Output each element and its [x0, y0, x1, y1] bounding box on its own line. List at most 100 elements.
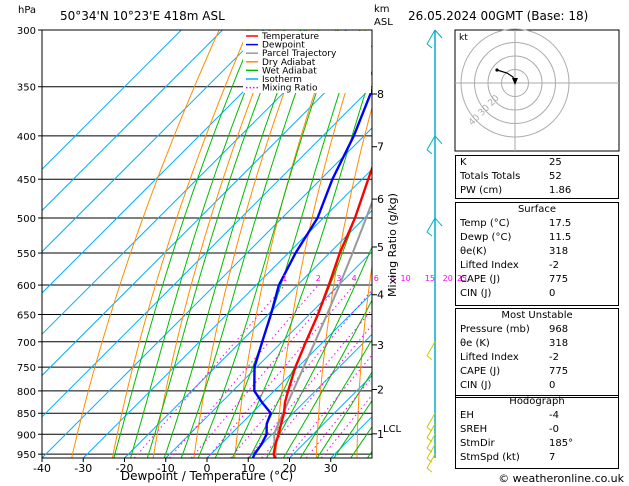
- dry-adiabat-line: [275, 30, 366, 458]
- asl-unit: ASL: [374, 17, 393, 28]
- index-value: 1.86: [549, 185, 572, 196]
- indices-box-top: [455, 155, 619, 199]
- hodo-row: StmDir 185°: [455, 437, 619, 451]
- legend-label: Parcel Trajectory: [262, 49, 337, 59]
- wet-adiabat-line: [282, 299, 372, 458]
- mixing-ratio-line: [190, 284, 340, 458]
- index-value: -4: [549, 410, 559, 421]
- hodograph-point: [495, 68, 499, 72]
- mixing-ratio-label: 25: [457, 274, 467, 283]
- isotherm-line: [42, 30, 347, 335]
- wind-barb: [426, 217, 436, 233]
- temperature-tick-label: -30: [74, 462, 92, 475]
- wind-barb-flag: [426, 43, 433, 49]
- pressure-tick-label: 600: [17, 281, 36, 292]
- hodograph-unit-label: kt: [459, 33, 468, 43]
- mixing-ratio-label: 6: [374, 274, 379, 283]
- wind-barb-flag: [426, 149, 433, 155]
- index-label: Lifted Index: [460, 352, 519, 363]
- legend-label: Wet Adiabat: [262, 66, 317, 76]
- isotherm-line: [42, 30, 223, 212]
- lcl-label: LCL: [383, 424, 402, 435]
- surface-box: [455, 202, 619, 306]
- index-value: 318: [549, 338, 569, 349]
- index-label: StmSpd (kt): [460, 452, 520, 463]
- mixing-ratio-label: 20: [443, 274, 453, 283]
- mixing-ratio-line: [261, 324, 372, 458]
- indices-panel: K 25 Totals Totals 52 PW (cm) 1.86 Surface …: [455, 155, 619, 469]
- isotherm-line: [206, 292, 372, 458]
- wind-barb-flag: [434, 29, 443, 39]
- wet-adiabat-line: [333, 399, 372, 458]
- wind-barb: [426, 453, 436, 469]
- wet-adiabat-line: [197, 30, 339, 458]
- temperature-tick-label: -40: [33, 462, 51, 475]
- legend-label: Temperature: [261, 32, 319, 42]
- index-value: -0: [549, 424, 559, 435]
- mixing-ratio-label: 10: [401, 274, 411, 283]
- hodograph-box: [455, 395, 619, 469]
- km-tick-label: 6: [377, 193, 384, 206]
- mixing-ratio-label: 8: [390, 274, 395, 283]
- isotherm-line: [42, 127, 372, 458]
- location-title: 50°34'N 10°23'E 418m ASL: [60, 9, 225, 23]
- index-value: 25: [549, 157, 562, 168]
- legend-label: Dewpoint: [262, 41, 305, 51]
- temperature-line: [272, 165, 372, 458]
- pressure-tick-label: 950: [17, 450, 36, 461]
- wet-adiabat-line: [180, 30, 319, 458]
- temperature-tick-label: 10: [241, 462, 255, 475]
- pressure-tick-label: 650: [17, 311, 36, 322]
- isotherm-line: [124, 209, 372, 458]
- hodograph-title: Hodograph: [509, 396, 565, 407]
- isotherm-line: [42, 86, 372, 418]
- pressure-tick-label: 700: [17, 338, 36, 349]
- index-value: 968: [549, 324, 569, 335]
- isotherm-line: [82, 168, 372, 458]
- legend-label: Dry Adiabat: [262, 58, 316, 68]
- wet-adiabat-line: [146, 30, 286, 458]
- index-value: -2: [549, 260, 559, 271]
- wind-barb: [426, 444, 436, 459]
- wind-barb: [426, 434, 436, 449]
- mixing-ratio-label: 1: [282, 274, 287, 283]
- credit: © weatheronline.co.uk: [498, 472, 624, 485]
- km-tick-label: 1: [377, 428, 384, 441]
- km-tick-label: 2: [377, 384, 384, 397]
- pressure-tick-label: 800: [17, 387, 36, 398]
- axes: 3003504004505005506006507007508008509009…: [17, 26, 402, 475]
- mu-row: CIN (J) 0: [455, 379, 619, 393]
- km-tick-label: 8: [377, 88, 384, 101]
- x-axis-title: Dewpoint / Temperature (°C): [121, 469, 293, 483]
- index-label: θe (K): [460, 338, 490, 349]
- index-label: EH: [460, 410, 474, 421]
- background-lines: [42, 30, 372, 458]
- wet-adiabat-line: [113, 47, 249, 458]
- index-value: 185°: [549, 438, 574, 449]
- parcel-line: [273, 199, 372, 458]
- mixing-ratio-line: [230, 289, 372, 458]
- wind-barb-flag: [426, 231, 433, 237]
- wind-barbs: [426, 29, 443, 473]
- isotherm-line: [289, 374, 372, 458]
- index-value: 775: [549, 274, 569, 285]
- surface-row: Temp (°C) 17.5: [455, 217, 619, 231]
- km-unit: km: [374, 4, 390, 15]
- index-row-totals: Totals Totals 52: [455, 170, 619, 184]
- hodo-row: StmSpd (kt) 7: [455, 451, 619, 465]
- index-label: K: [460, 157, 467, 168]
- wind-barb: [426, 135, 436, 151]
- pressure-tick-label: 850: [17, 409, 36, 420]
- index-value: 11.5: [549, 232, 572, 243]
- profile-lines: [251, 86, 372, 458]
- index-label: PW (cm): [460, 185, 503, 196]
- surface-row: θe(K) 318: [455, 245, 619, 259]
- temperature-tick-label: 0: [204, 462, 211, 475]
- wind-barb-flag: [434, 217, 443, 227]
- storm-motion-marker: [512, 78, 518, 85]
- wet-adiabat-line: [129, 30, 271, 458]
- index-value: 52: [549, 171, 562, 182]
- pressure-tick-label: 300: [17, 26, 36, 37]
